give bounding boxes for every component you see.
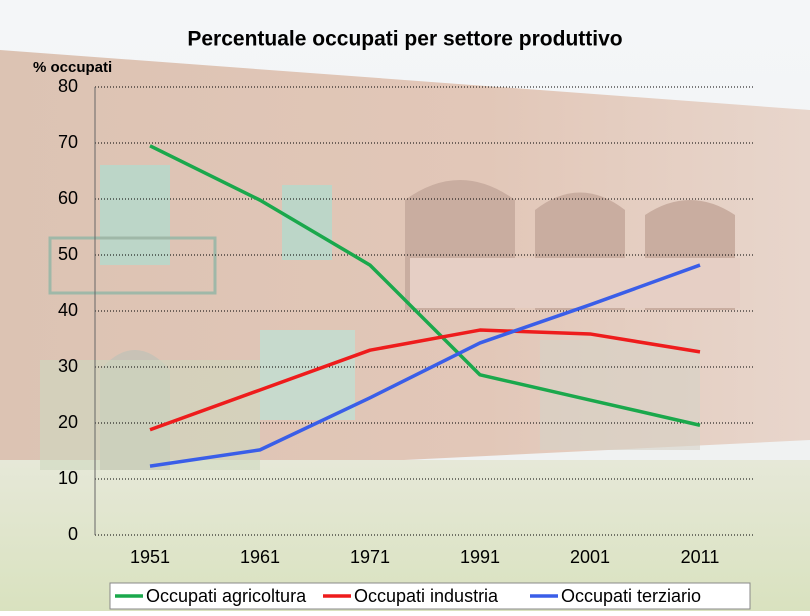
x-tick-label: 2011 — [681, 547, 720, 567]
legend-label: Occupati agricoltura — [146, 586, 307, 606]
x-tick-label: 1971 — [350, 547, 390, 567]
x-tick-label: 1991 — [460, 547, 500, 567]
y-tick-label: 30 — [58, 356, 78, 376]
x-tick-label: 1951 — [130, 547, 170, 567]
y-tick-label: 0 — [68, 524, 78, 544]
legend-label: Occupati terziario — [561, 586, 701, 606]
chart-title: Percentuale occupati per settore produtt… — [187, 28, 622, 51]
x-tick-label: 2001 — [570, 547, 610, 567]
legend-box — [109, 582, 751, 610]
line-series — [149, 328, 701, 432]
y-tick-label: 50 — [58, 244, 78, 264]
legend-label: Occupati industria — [354, 586, 499, 606]
y-tick-label: 20 — [58, 412, 78, 432]
line-series — [149, 144, 701, 427]
x-tick-label: 1961 — [240, 547, 280, 567]
y-tick-label: 60 — [58, 188, 78, 208]
y-tick-label: 70 — [58, 132, 78, 152]
line-series — [149, 263, 701, 468]
y-axis-label: % occupati — [33, 59, 112, 76]
y-tick-label: 40 — [58, 300, 78, 320]
y-tick-label: 10 — [58, 468, 78, 488]
y-tick-label: 80 — [58, 76, 78, 96]
